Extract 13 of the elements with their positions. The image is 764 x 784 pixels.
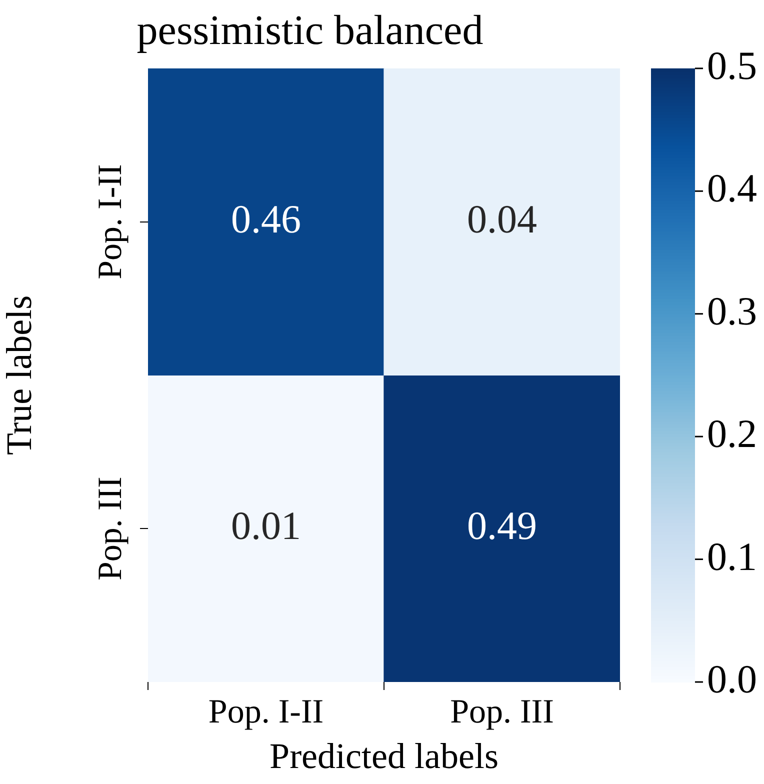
color-bar-label: 0.5 — [707, 42, 757, 88]
data-label: 0.49 — [467, 503, 537, 548]
chart-title: pessimistic balanced — [136, 8, 484, 54]
color-bar-label: 0.0 — [707, 656, 757, 702]
color-bar-label: 0.4 — [707, 166, 757, 211]
data-label: 0.46 — [231, 196, 301, 242]
data-label: 0.04 — [467, 196, 537, 242]
color-bar-label: 0.2 — [707, 411, 757, 456]
x-axis-title: Predicted labels — [270, 736, 498, 776]
y-axis-title: True labels — [0, 295, 40, 456]
color-bar-label: 0.3 — [707, 288, 757, 334]
data-label: 0.01 — [231, 503, 301, 548]
color-bar-label: 0.1 — [707, 534, 757, 579]
